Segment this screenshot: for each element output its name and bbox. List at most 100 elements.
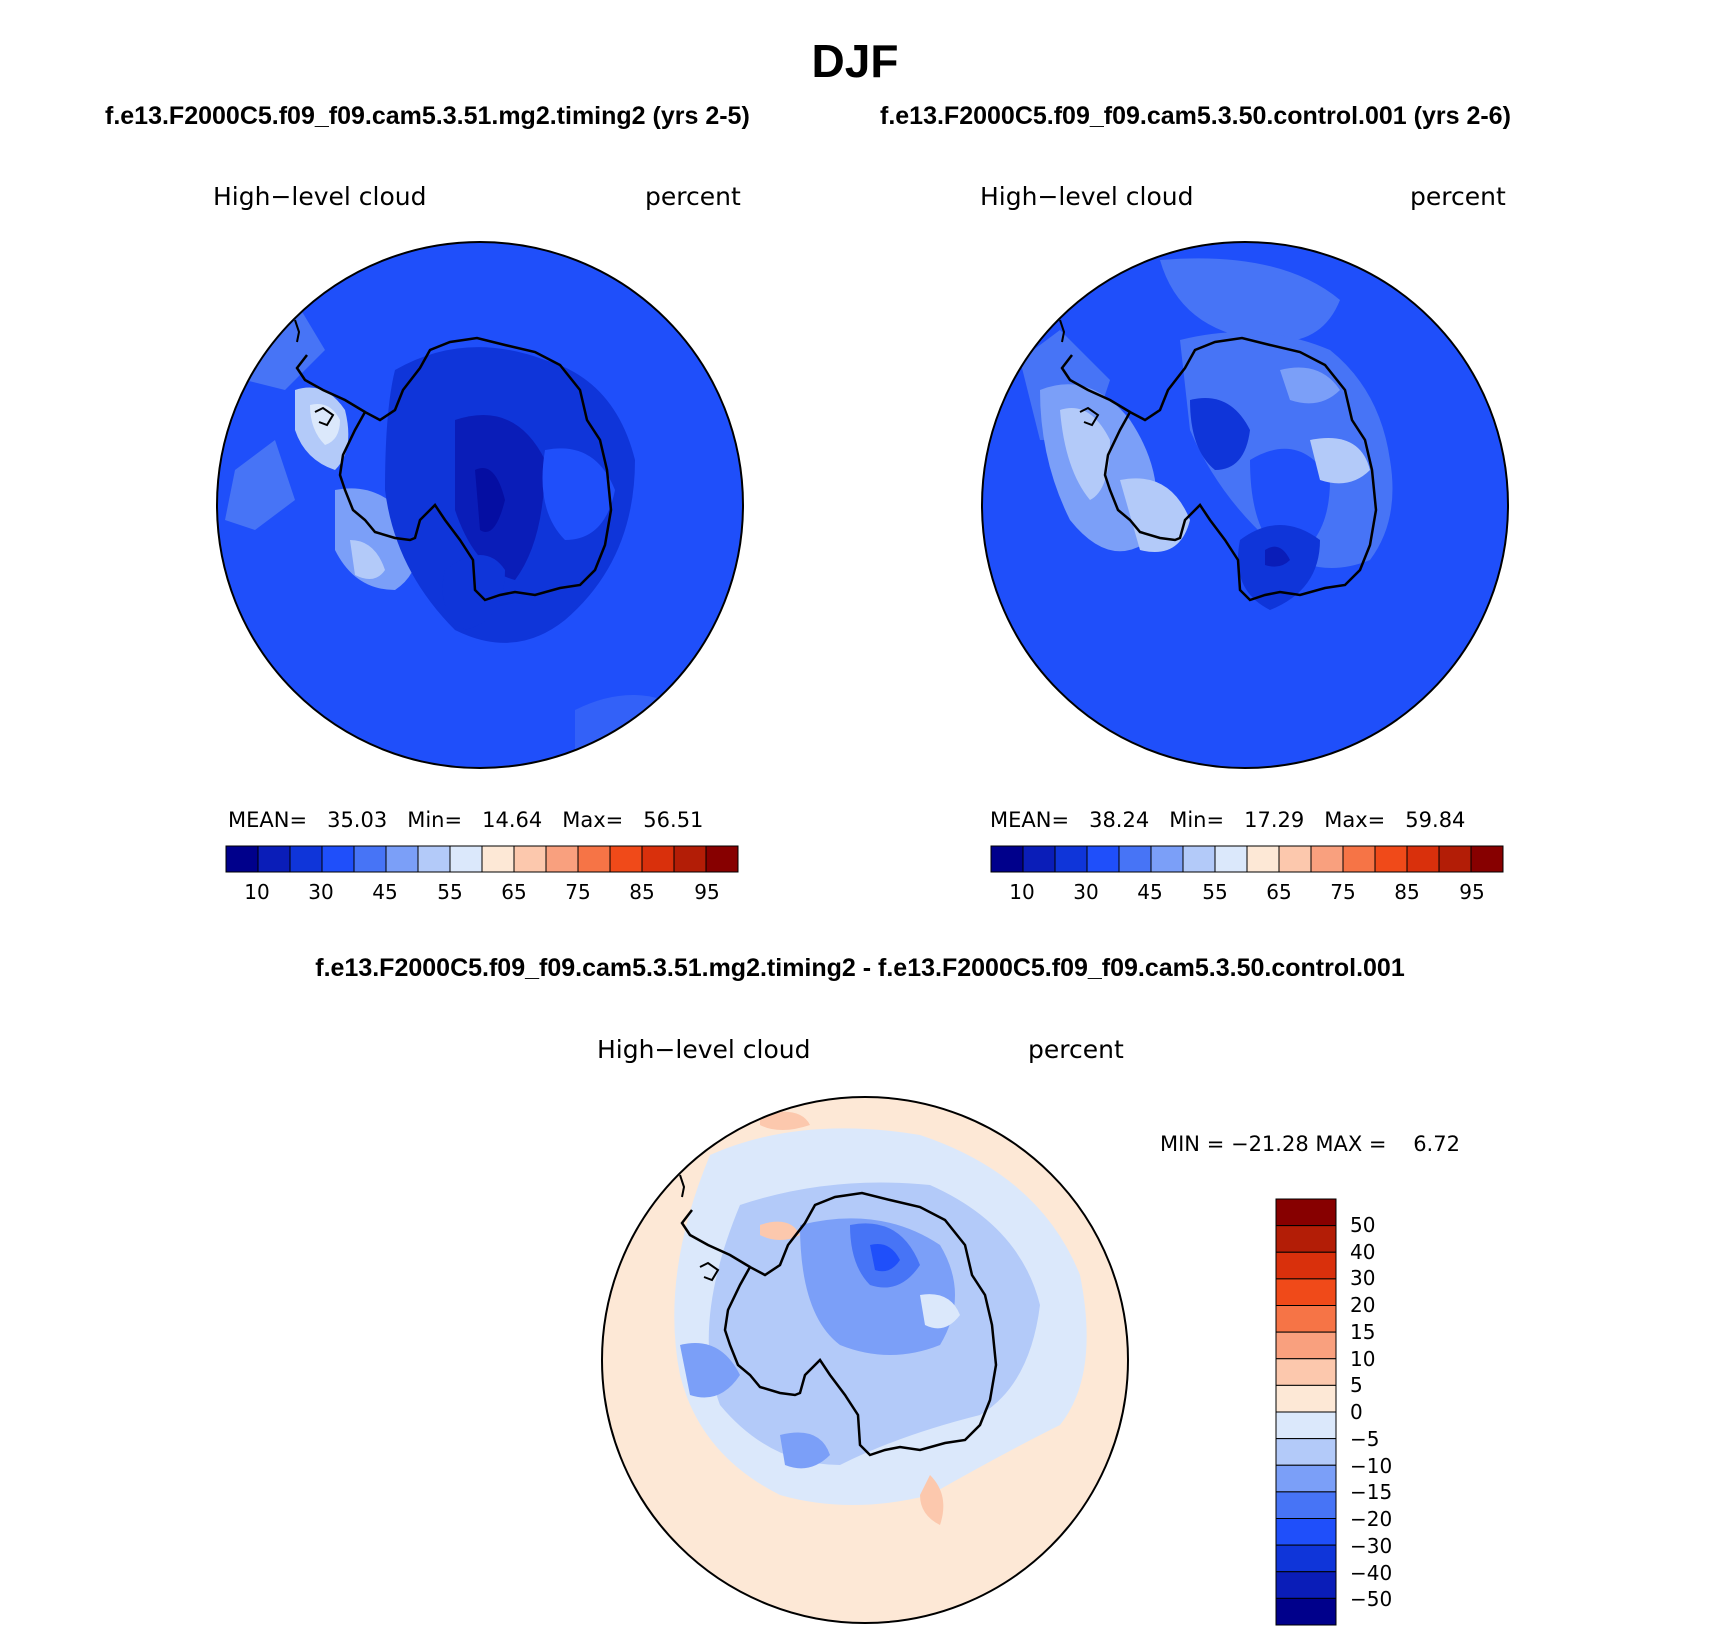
difference-title: f.e13.F2000C5.f09_f09.cam5.3.51.mg2.timi… [315, 954, 1405, 982]
colorbar-label: 45 [372, 880, 398, 904]
colorbar-swatch [1150, 845, 1184, 873]
colorbar-swatch [1406, 845, 1440, 873]
test-variable-label: High−level cloud [213, 182, 427, 211]
colorbar-swatch [1342, 845, 1376, 873]
colorbar-label: 85 [1394, 880, 1420, 904]
colorbar-label: −5 [1350, 1426, 1380, 1451]
colorbar-label: 55 [437, 880, 463, 904]
colorbar-label: 0 [1350, 1400, 1363, 1424]
control-variable-label: High−level cloud [980, 182, 1194, 211]
diff-units-label: percent [1028, 1035, 1124, 1064]
colorbar-swatch [1275, 1278, 1337, 1306]
test-polar-map [216, 241, 744, 769]
colorbar-swatch [481, 845, 515, 873]
colorbar-label: 15 [1350, 1319, 1376, 1344]
colorbar-swatch [1118, 845, 1152, 873]
colorbar-label: 20 [1350, 1293, 1376, 1317]
colorbar-label: 10 [1009, 880, 1035, 904]
control-polar-map [981, 241, 1509, 769]
colorbar-swatch [1054, 845, 1088, 873]
colorbar-label: −20 [1350, 1507, 1393, 1531]
test-colorbar-labels: 10 30 45 55 65 75 85 95 [225, 880, 739, 906]
colorbar-swatch [1275, 1225, 1337, 1253]
test-units-label: percent [645, 182, 741, 211]
colorbar-swatch [225, 845, 259, 873]
colorbar-label: 75 [565, 880, 591, 904]
colorbar-swatch [705, 845, 739, 873]
colorbar-label: 95 [1459, 880, 1485, 904]
colorbar-swatch [449, 845, 483, 873]
colorbar-label: 45 [1137, 880, 1163, 904]
colorbar-swatch [385, 845, 419, 873]
page-title: DJF [811, 35, 899, 87]
colorbar-swatch [1275, 1491, 1337, 1519]
colorbar-swatch [1470, 845, 1504, 873]
colorbar-swatch [1275, 1251, 1337, 1280]
colorbar-swatch [1275, 1438, 1337, 1466]
colorbar-swatch [1275, 1411, 1337, 1440]
colorbar-label: 30 [1073, 880, 1099, 904]
colorbar-swatch [1438, 845, 1472, 873]
control-run-title: f.e13.F2000C5.f09_f09.cam5.3.50.control.… [880, 102, 1511, 130]
colorbar-swatch [1275, 1464, 1337, 1493]
difference-polar-map [601, 1096, 1129, 1624]
colorbar-label: 65 [501, 880, 527, 904]
colorbar-swatch [1275, 1544, 1337, 1573]
colorbar-label: 85 [629, 880, 655, 904]
colorbar-label: −50 [1350, 1587, 1393, 1612]
test-run-title: f.e13.F2000C5.f09_f09.cam5.3.51.mg2.timi… [105, 102, 750, 130]
colorbar-swatch [641, 845, 675, 873]
colorbar-swatch [990, 845, 1024, 873]
colorbar-swatch [1022, 845, 1056, 873]
colorbar-label: 50 [1350, 1212, 1376, 1237]
colorbar-swatch [1275, 1518, 1337, 1546]
colorbar-swatch [1275, 1305, 1337, 1333]
colorbar-label: 5 [1350, 1373, 1363, 1398]
colorbar-swatch [1278, 845, 1312, 873]
colorbar-label: −10 [1350, 1453, 1393, 1478]
diff-variable-label: High−level cloud [597, 1035, 811, 1064]
colorbar-label: 55 [1202, 880, 1228, 904]
test-colorbar [225, 845, 739, 873]
colorbar-label: −30 [1350, 1533, 1393, 1558]
test-stats: MEAN= 35.03 Min= 14.64 Max= 56.51 [228, 808, 704, 832]
control-colorbar-labels: 10 30 45 55 65 75 85 95 [990, 880, 1504, 906]
colorbar-swatch [1374, 845, 1408, 873]
colorbar-swatch [513, 845, 547, 873]
colorbar-label: 10 [1350, 1346, 1376, 1371]
colorbar-swatch [1086, 845, 1120, 873]
control-stats: MEAN= 38.24 Min= 17.29 Max= 59.84 [990, 808, 1466, 832]
control-units-label: percent [1410, 182, 1506, 211]
colorbar-swatch [257, 845, 291, 873]
colorbar-swatch [577, 845, 611, 873]
colorbar-label: 65 [1266, 880, 1292, 904]
colorbar-swatch [545, 845, 579, 873]
colorbar-swatch [353, 845, 387, 873]
colorbar-swatch [321, 845, 355, 873]
difference-colorbar-labels: 50 40 30 20 15 10 5 0 −5 −10 −15 −20 −30… [1350, 1198, 1430, 1626]
colorbar-swatch [1275, 1331, 1337, 1360]
colorbar-label: 40 [1350, 1239, 1376, 1264]
colorbar-swatch [1246, 845, 1280, 873]
colorbar-swatch [1182, 845, 1216, 873]
colorbar-swatch [1310, 845, 1344, 873]
colorbar-swatch [673, 845, 707, 873]
colorbar-swatch [1275, 1358, 1337, 1386]
diff-stats: MIN = −21.28 MAX = 6.72 [1160, 1132, 1460, 1156]
colorbar-swatch [417, 845, 451, 873]
colorbar-label: 30 [308, 880, 334, 904]
colorbar-label: −15 [1350, 1480, 1393, 1505]
colorbar-swatch [609, 845, 643, 873]
colorbar-swatch [1275, 1571, 1337, 1599]
colorbar-label: −40 [1350, 1560, 1393, 1585]
colorbar-swatch [1275, 1384, 1337, 1413]
colorbar-swatch [1275, 1597, 1337, 1626]
colorbar-label: 75 [1330, 880, 1356, 904]
colorbar-label: 10 [244, 880, 270, 904]
colorbar-swatch [1275, 1198, 1337, 1227]
difference-colorbar [1275, 1198, 1337, 1626]
colorbar-label: 30 [1350, 1266, 1376, 1291]
colorbar-swatch [289, 845, 323, 873]
control-colorbar [990, 845, 1504, 873]
colorbar-swatch [1214, 845, 1248, 873]
